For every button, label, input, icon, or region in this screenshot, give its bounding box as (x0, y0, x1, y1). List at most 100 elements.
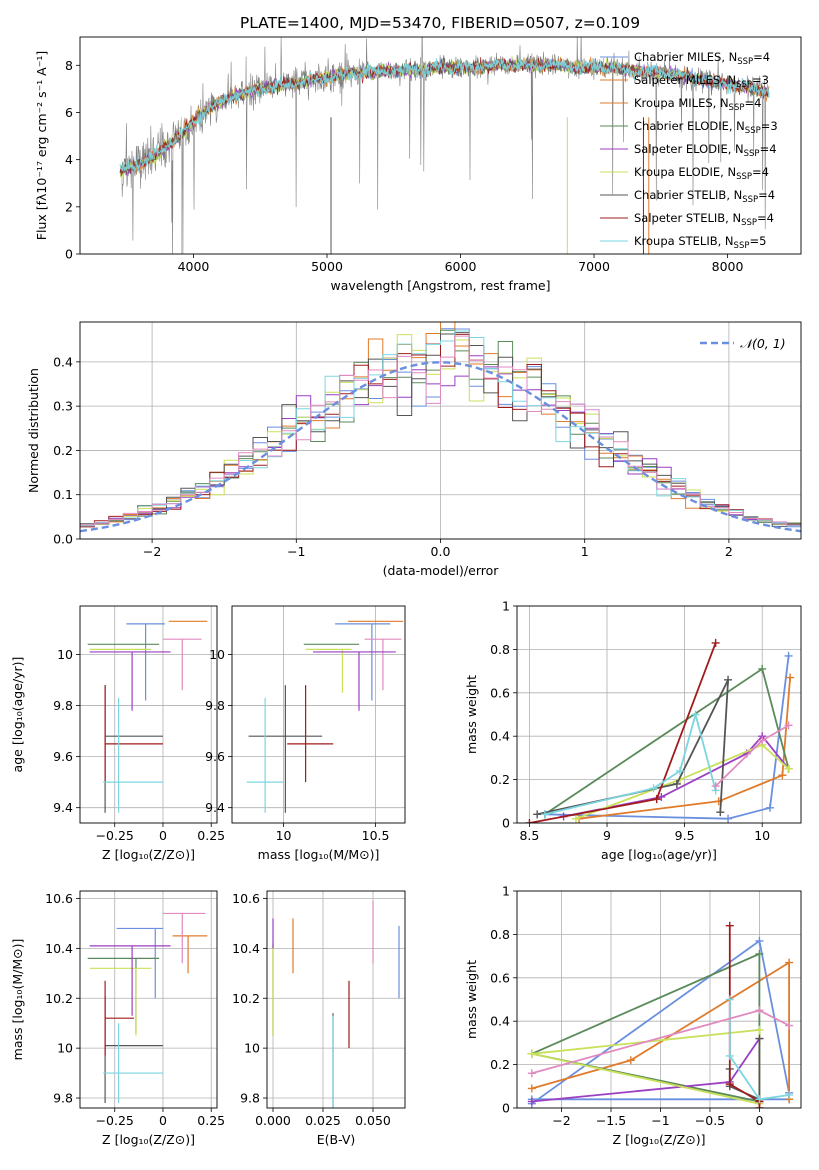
mass-weight-vs-Z-marker-7-3 (785, 1090, 794, 1099)
mass-weight-vs-age-marker-7-1 (649, 784, 658, 793)
legend-label-6: Chabrier STELIB, NSSP=4 (634, 188, 775, 205)
mass-weight-vs-Z-marker-6-3 (755, 1104, 764, 1108)
mass-weight-vs-Z-marker-0-1 (755, 936, 764, 945)
mass-weight-vs-Z-marker-8-2 (785, 1021, 794, 1030)
mass-weight-vs-age-marker-3-1 (657, 792, 666, 801)
mass-weight-vs-age-ytick-label-0: 0 (502, 816, 510, 831)
residuals-ytick-label-4: 0.4 (53, 354, 73, 369)
mass-weight-vs-Z-xtick-label-1: −1.5 (596, 1113, 626, 1128)
mass-weight-vs-age-marker-8-1 (758, 736, 767, 745)
age-vs-mass-ytick-label-1: 9.6 (205, 749, 225, 764)
mass-weight-vs-age-marker-6-2 (711, 638, 720, 647)
age-vs-Z-xtick-label-2: 0.25 (197, 828, 225, 843)
age-vs-mass-point-8 (246, 697, 284, 813)
mass-vs-EBV-xtick-label-0: 0.000 (255, 1113, 291, 1128)
mass-weight-vs-Z-series-7 (728, 999, 790, 1101)
mass-weight-vs-Z-marker-7-2 (755, 1095, 764, 1104)
mass-weight-vs-Z-marker-3-0 (527, 1097, 536, 1106)
mass-weight-vs-Z-ylabel: mass weight (464, 960, 479, 1039)
age-vs-Z-ytick-label-2: 9.8 (53, 698, 73, 713)
legend-label-suffix-2: =4 (744, 96, 761, 110)
mass-weight-vs-age-frame (516, 605, 802, 824)
legend-label-3: Chabrier ELODIE, NSSP=3 (634, 119, 778, 136)
mass-weight-vs-Z-marker-4-2 (755, 1025, 764, 1034)
mass-vs-Z-point-2 (162, 912, 206, 964)
age-vs-mass-xtick-label-0: 10 (276, 828, 292, 843)
mass-vs-Z-xlabel: Z [log₁₀(Z/Z⊙)] (102, 1132, 195, 1147)
legend-label-text-4: Salpeter ELODIE, N (634, 142, 744, 156)
residuals-ylabel: Normed distribution (26, 368, 41, 493)
legend-label-sub-4: SSP (744, 149, 760, 159)
legend-label-sub-6: SSP (742, 195, 758, 205)
mass-vs-Z-ytick-label-2: 10.2 (45, 991, 73, 1006)
mass-vs-EBV-xtick-label-1: 0.025 (305, 1113, 341, 1128)
age-vs-mass-plot-area (246, 620, 404, 813)
mass-vs-Z-frame (79, 890, 218, 1109)
age-vs-mass-frame (231, 605, 406, 824)
mass-weight-vs-Z-xtick-label-4: 0 (755, 1113, 763, 1128)
legend-label-suffix-7: =4 (757, 211, 774, 225)
legend-label-sub-1: SSP (736, 80, 752, 90)
mass-weight-vs-age-marker-8-0 (711, 782, 720, 791)
mass-weight-vs-age-marker-0-3 (784, 651, 793, 660)
legend-label-sub-2: SSP (729, 103, 745, 113)
mass-vs-EBV-ytick-label-3: 10.4 (232, 941, 260, 956)
spectrum-chart: 4000 5000 6000 7000 8000 0 2 4 6 8 wavelength [Ang… (34, 36, 802, 293)
mass-weight-vs-age-marker-5-0 (533, 810, 542, 819)
legend-label-suffix-1: =3 (752, 73, 769, 87)
mass-weight-vs-age-marker-4-3 (784, 764, 793, 773)
spectrum-ytick-label-0: 0 (65, 247, 73, 262)
legend-label-sub-3: SSP (745, 126, 761, 136)
mass-weight-vs-age-ytick-label-3: 0.6 (490, 685, 510, 700)
normal-legend-label: 𝒩(0, 1) (740, 336, 786, 351)
mass-weight-vs-Z-series-1 (531, 960, 790, 1100)
mass-vs-EBV-frame (266, 890, 406, 1109)
spectrum-xtick-label-1: 5000 (311, 259, 343, 274)
residuals-xtick-label-1: −1 (287, 544, 305, 559)
mass-weight-vs-age-marker-1-3 (786, 673, 795, 682)
mass-weight-vs-Z-marker-1-0 (527, 1084, 536, 1093)
legend-label-text-5: Kroupa ELODIE, N (634, 165, 736, 179)
legend-label-text-2: Kroupa MILES, N (634, 96, 729, 110)
age-vs-Z-point-8 (103, 697, 163, 813)
mass-weight-vs-age-marker-5-2 (724, 675, 733, 684)
mass-weight-vs-Z-ytick-label-1: 0.2 (490, 1057, 510, 1072)
mass-vs-EBV-plot-area (272, 900, 400, 1108)
mass-weight-vs-Z-marker-2-1 (755, 949, 764, 958)
mass-weight-vs-Z-ytick-label-4: 0.8 (490, 927, 510, 942)
age-vs-mass-point-0 (335, 623, 391, 701)
spectrum-xtick-label-2: 6000 (445, 259, 477, 274)
mass-vs-Z-ytick-label-0: 9.8 (53, 1091, 73, 1106)
spectrum-ytick-label-1: 2 (65, 199, 73, 214)
legend-label-2: Kroupa MILES, NSSP=4 (634, 96, 761, 113)
mass-weight-vs-age-marker-1-2 (778, 771, 787, 780)
age-vs-mass-xtick-label-1: 10.5 (362, 828, 390, 843)
age-vs-Z-ytick-label-0: 9.4 (53, 800, 73, 815)
mass-vs-Z-point-5 (89, 945, 171, 1016)
mass-weight-vs-age-xtick-label-0: 8.5 (519, 828, 539, 843)
mass-weight-vs-Z-ytick-label-0: 0 (502, 1101, 510, 1116)
age-vs-Z-frame (79, 605, 218, 824)
mass-vs-Z-point-0 (116, 927, 163, 999)
mass-weight-vs-age-series-2 (544, 667, 790, 816)
age-vs-mass-point-4 (305, 648, 352, 693)
mass-weight-vs-age-ylabel: mass weight (464, 675, 479, 754)
mass-weight-vs-Z-frame (516, 890, 802, 1109)
mass-weight-vs-Z-series-3 (531, 1038, 761, 1103)
mass-weight-vs-age-marker-2-1 (758, 664, 767, 673)
mass-weight-vs-Z-marker-4-3 (527, 1049, 536, 1058)
legend-label-suffix-3: =3 (761, 119, 778, 133)
mass-weight-vs-age-plot-area (525, 638, 795, 823)
mass-weight-vs-age-marker-0-1 (724, 814, 733, 823)
age-vs-Z-xtick-label-0: −0.25 (96, 828, 134, 843)
mass-weight-vs-age-series-7 (544, 711, 717, 816)
residual-histogram-8 (80, 335, 801, 528)
mass-weight-vs-Z-xtick-label-3: −0.5 (695, 1113, 725, 1128)
legend-label-text-7: Salpeter STELIB, N (634, 211, 741, 225)
spectrum-ytick-label-4: 8 (65, 58, 73, 73)
mass-weight-vs-age-marker-6-1 (652, 795, 661, 804)
age-vs-Z-ytick-label-1: 9.6 (53, 749, 73, 764)
mass-vs-Z-ytick-label-4: 10.6 (45, 891, 73, 906)
residuals-plot-area (80, 322, 801, 533)
residuals-frame (79, 321, 802, 540)
